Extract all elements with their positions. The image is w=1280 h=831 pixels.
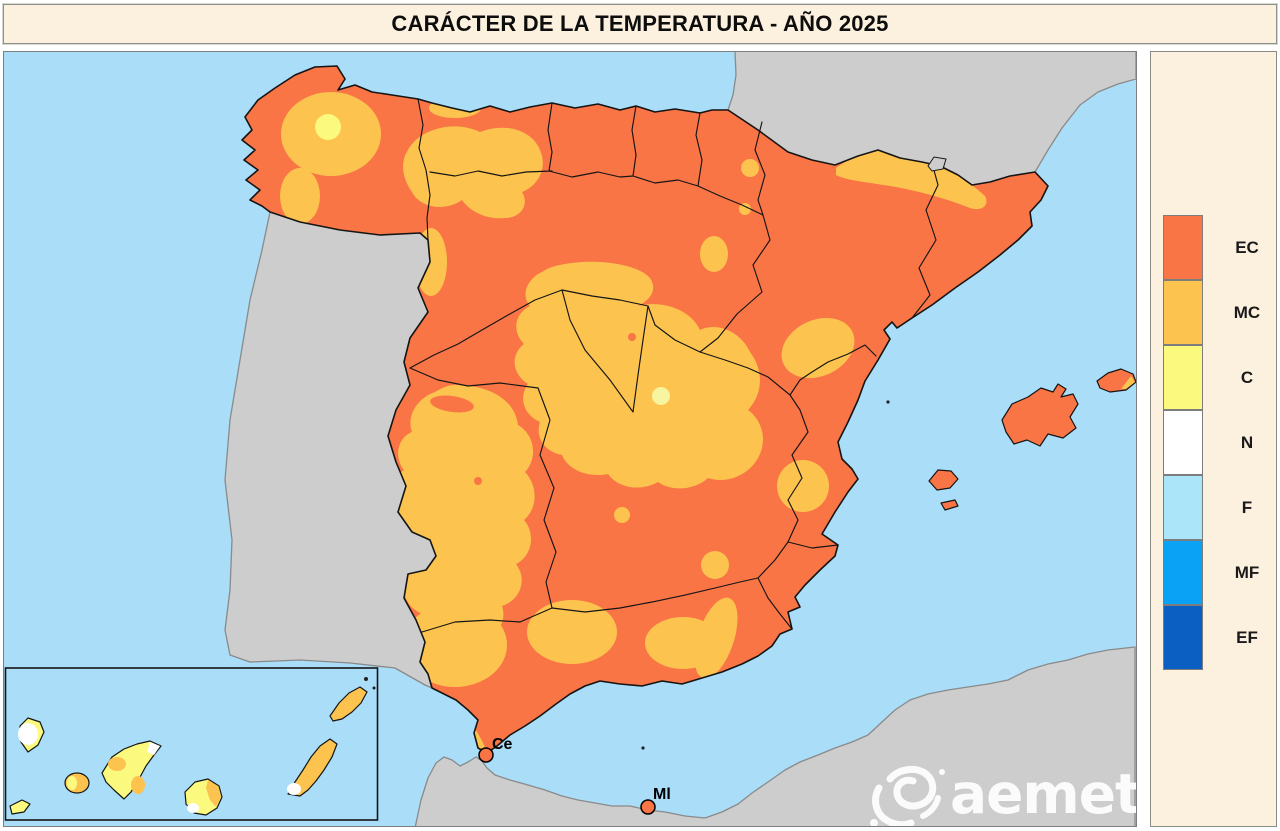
- la-gomera-c-patch: [67, 776, 77, 790]
- tenerife-mc-patch-2: [131, 776, 145, 794]
- blob-cordoba: [527, 600, 617, 664]
- legend-item-ec: EC: [1163, 214, 1273, 280]
- alboran-islet: [641, 746, 645, 750]
- mallorca: [1001, 383, 1079, 447]
- aemet-logo: aemet: [870, 762, 1136, 826]
- spain-temperature-map: Ce Ml aemet: [4, 52, 1136, 826]
- melilla-marker: [640, 799, 656, 815]
- legend-label-c: C: [1240, 367, 1254, 387]
- gran-canaria-n-patch: [187, 803, 199, 813]
- legend-label-mf: MF: [1234, 562, 1260, 582]
- temperature-anomaly-blobs: [280, 92, 987, 753]
- spot-navarra-s: [739, 203, 751, 215]
- legend-swatch-mf: [1163, 539, 1203, 605]
- blob-central-meseta: [514, 261, 763, 489]
- tenerife: [101, 740, 162, 800]
- legend-item-f: F: [1163, 474, 1273, 540]
- la-graciosa-islet: [364, 677, 368, 681]
- fuerteventura-n-patch: [287, 783, 301, 795]
- legend-swatch-n: [1163, 409, 1203, 475]
- page-title: CARÁCTER DE LA TEMPERATURA - AÑO 2025: [391, 11, 889, 36]
- legend-item-ef: EF: [1163, 604, 1273, 670]
- spot-galicia-c: [315, 114, 341, 140]
- blob-galicia-coast: [280, 168, 320, 224]
- blob-rioja: [700, 236, 728, 272]
- spot-mancha-s: [614, 507, 630, 523]
- blob-extremadura: [389, 385, 535, 640]
- legend-item-c: C: [1163, 344, 1273, 410]
- blob-valencia-inland: [777, 460, 829, 512]
- tenerife-mc-patch-1: [108, 757, 126, 771]
- africa-landmass: [414, 646, 1136, 826]
- ceuta-label: Ce: [492, 736, 513, 753]
- spot-madrid-pale: [652, 387, 670, 405]
- legend-swatch-ef: [1163, 604, 1203, 670]
- legend-stack: EC MC C N F MF EF: [1163, 214, 1273, 670]
- legend-swatch-c: [1163, 344, 1203, 410]
- title-bar: CARÁCTER DE LA TEMPERATURA - AÑO 2025: [3, 4, 1277, 44]
- columbretes-islet: [886, 400, 890, 404]
- spot-ec-hole-2: [430, 395, 474, 413]
- legend-swatch-ec: [1163, 214, 1203, 280]
- map-panel: Ce Ml aemet: [3, 51, 1137, 827]
- spot-navarra: [741, 159, 759, 177]
- blob-pyrenees: [836, 150, 987, 210]
- aemet-swirl-dot-2: [900, 824, 906, 826]
- menorca-mc-patch: [1121, 376, 1135, 389]
- ibiza: [928, 469, 959, 491]
- legend-swatch-f: [1163, 474, 1203, 540]
- blob-teruel: [781, 317, 855, 379]
- aemet-swirl-icon: [872, 765, 941, 826]
- balearic-islands: [928, 368, 1136, 511]
- blob-huelva-sevilla: [403, 603, 507, 687]
- el-hierro: [9, 799, 31, 815]
- formentera: [940, 499, 959, 511]
- canary-islet: [372, 686, 376, 690]
- legend-label-f: F: [1241, 497, 1253, 517]
- legend-label-ef: EF: [1236, 627, 1258, 647]
- legend-swatch-mc: [1163, 279, 1203, 345]
- city-markers: Ce Ml: [478, 736, 671, 815]
- fuerteventura: [287, 738, 338, 797]
- andorra: [927, 156, 947, 172]
- spot-jaen: [701, 551, 729, 579]
- canary-inset: [4, 667, 379, 821]
- spot-ec-hole-1: [628, 333, 636, 341]
- legend-panel: EC MC C N F MF EF: [1150, 51, 1277, 827]
- spain-outline: [241, 65, 1049, 754]
- melilla-label: Ml: [653, 786, 671, 803]
- aemet-logo-text: aemet: [950, 762, 1136, 826]
- spot-ec-hole-3: [474, 477, 482, 485]
- blob-murcia-coast: [694, 597, 738, 679]
- gran-canaria-mc-patch: [206, 780, 221, 807]
- legend-label-ec: EC: [1235, 237, 1259, 257]
- lanzarote: [329, 686, 368, 722]
- la-palma-n-patch: [18, 723, 38, 745]
- tenerife-n-patch: [147, 742, 160, 755]
- aemet-swirl-dot-1: [870, 819, 878, 826]
- legend-item-n: N: [1163, 409, 1273, 475]
- legend-item-mc: MC: [1163, 279, 1273, 345]
- legend-label-mc: MC: [1233, 302, 1261, 322]
- aemet-swirl-dot-3: [939, 769, 945, 775]
- community-borders: [409, 98, 939, 633]
- legend-label-n: N: [1240, 432, 1254, 452]
- ceuta-marker: [478, 747, 494, 763]
- legend-item-mf: MF: [1163, 539, 1273, 605]
